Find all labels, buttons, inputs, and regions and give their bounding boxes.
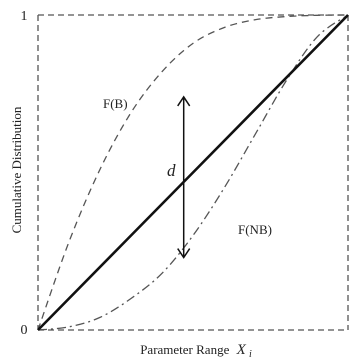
plot-frame — [37, 14, 349, 331]
x-axis-label-text: Parameter Range — [140, 342, 229, 357]
series-label-fnb: F(NB) — [238, 222, 272, 237]
annotation-d-arrowhead-bottom — [177, 248, 191, 259]
series-label-fb: F(B) — [103, 96, 128, 111]
y-axis-label: Cumulative Distribution — [9, 106, 24, 233]
series-diagonal-line — [37, 14, 349, 331]
label-layer: 0 1 Cumulative Distribution Parameter Ra… — [9, 9, 272, 358]
annotation-d-arrowhead-top — [177, 95, 191, 107]
series-layer — [37, 14, 349, 331]
ytick-label-1: 1 — [21, 9, 28, 24]
x-axis-label: Parameter Range X i — [140, 342, 252, 358]
series-fb-line — [37, 14, 349, 331]
ytick-label-0: 0 — [21, 323, 28, 338]
series-fnb-line — [37, 14, 349, 331]
annotation-d-label: d — [167, 161, 176, 180]
annotation-layer — [177, 95, 191, 259]
x-axis-label-symbol: X — [236, 342, 247, 358]
x-axis-label-subscript: i — [249, 349, 252, 358]
